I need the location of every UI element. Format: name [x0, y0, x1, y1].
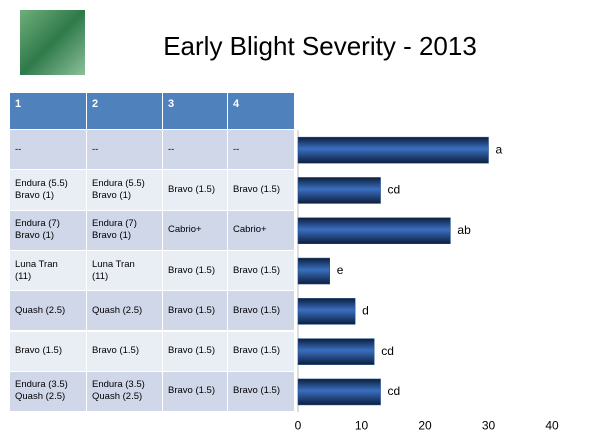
cell-text: Quash (2.5) [92, 391, 143, 403]
table-cell: Bravo (1.5) [228, 291, 295, 332]
table-cell: Bravo (1.5) [228, 371, 295, 413]
significance-label: e [337, 263, 344, 277]
cell-text: Endura (5.5) [15, 177, 68, 189]
cell-text: Bravo (1.5) [233, 385, 280, 397]
cell-text: Bravo (1.5) [233, 345, 280, 357]
cell-text: Endura (7) [15, 218, 60, 230]
table-cell: -- [163, 130, 228, 171]
x-tick-label: 30 [482, 418, 496, 432]
cell-text: Luna Tran [15, 258, 58, 270]
cell-text: Bravo (1.5) [233, 183, 280, 195]
x-tick-label: 20 [418, 418, 432, 432]
bar [297, 217, 451, 244]
bar [297, 298, 356, 325]
table-cell: Bravo (1.5) [87, 331, 163, 372]
cell-text: Endura (3.5) [15, 379, 68, 391]
cell-text: Bravo (1.5) [168, 304, 215, 316]
table-cell: Endura (3.5) Quash (2.5) [10, 371, 87, 413]
table-cell: Cabrio+ [163, 210, 228, 251]
cell-text: Bravo (1.5) [168, 385, 215, 397]
bar [297, 257, 330, 285]
x-tick-label: 0 [295, 418, 302, 432]
x-tick-label: 10 [355, 418, 369, 432]
cell-text: Bravo (1.5) [233, 304, 280, 316]
cell-text: Bravo (1.5) [168, 264, 215, 276]
table-cell: Endura (3.5) Quash (2.5) [87, 371, 163, 413]
significance-label: cd [388, 384, 401, 398]
header-cell: 4 [228, 93, 295, 130]
leaf-photo [20, 10, 85, 75]
table-cell: Bravo (1.5) [10, 331, 87, 372]
table-cell: Endura (7) Bravo (1) [10, 210, 87, 251]
bar [297, 177, 381, 204]
bar [297, 136, 489, 164]
cell-text: (11) [15, 270, 32, 282]
cell-text: Endura (3.5) [92, 379, 145, 391]
cell-text: -- [15, 143, 22, 155]
cell-text: Quash (2.5) [92, 304, 143, 316]
header-cell: 3 [163, 93, 228, 130]
table-cell: Endura (5.5) Bravo (1) [87, 170, 163, 211]
cell-text: Quash (2.5) [15, 304, 66, 316]
cell-text: (11) [92, 270, 109, 282]
significance-label: d [362, 304, 369, 318]
table-cell: Bravo (1.5) [228, 331, 295, 372]
significance-label: ab [457, 223, 471, 237]
significance-label: cd [388, 183, 401, 197]
table-cell: Luna Tran (11) [87, 250, 163, 292]
cell-text: Cabrio+ [168, 224, 202, 236]
cell-text: -- [168, 143, 175, 155]
table-cell: Luna Tran (11) [10, 250, 87, 292]
cell-text: -- [92, 143, 99, 155]
table-cell: Bravo (1.5) [228, 170, 295, 211]
cell-text: Bravo (1) [15, 230, 55, 242]
table-cell: Bravo (1.5) [228, 250, 295, 292]
header-cell: 1 [10, 93, 87, 130]
cell-text: Bravo (1) [92, 230, 132, 242]
table-cell: Bravo (1.5) [163, 331, 228, 372]
table-cell: Bravo (1.5) [163, 250, 228, 292]
cell-text: Bravo (1) [15, 189, 55, 201]
table-cell: Endura (7) Bravo (1) [87, 210, 163, 251]
x-tick-label: 40 [545, 418, 559, 432]
cell-text: -- [233, 143, 240, 155]
cell-text: Luna Tran [92, 258, 135, 270]
table-cell: -- [228, 130, 295, 171]
significance-label: cd [381, 344, 394, 358]
table-cell: Quash (2.5) [87, 291, 163, 332]
table-cell: Bravo (1.5) [163, 291, 228, 332]
significance-label: a [496, 142, 503, 156]
cell-text: Cabrio+ [233, 224, 267, 236]
table-cell: -- [10, 130, 87, 171]
cell-text: Bravo (1.5) [15, 345, 62, 357]
slide-title: Early Blight Severity - 2013 [163, 31, 477, 61]
bar [297, 378, 381, 406]
cell-text: Bravo (1) [92, 189, 132, 201]
table-cell: Bravo (1.5) [163, 371, 228, 413]
table-cell: Endura (5.5) Bravo (1) [10, 170, 87, 211]
table-cell: Cabrio+ [228, 210, 295, 251]
cell-text: Bravo (1.5) [168, 183, 215, 195]
table-cell: Quash (2.5) [10, 291, 87, 332]
table-cell: -- [87, 130, 163, 171]
bar [297, 338, 375, 365]
cell-text: Quash (2.5) [15, 391, 66, 403]
cell-text: Endura (5.5) [92, 177, 145, 189]
cell-text: Endura (7) [92, 218, 137, 230]
cell-text: Bravo (1.5) [168, 345, 215, 357]
cell-text: Bravo (1.5) [92, 345, 139, 357]
cell-text: Bravo (1.5) [233, 264, 280, 276]
table-cell: Bravo (1.5) [163, 170, 228, 211]
header-cell: 2 [87, 93, 163, 130]
